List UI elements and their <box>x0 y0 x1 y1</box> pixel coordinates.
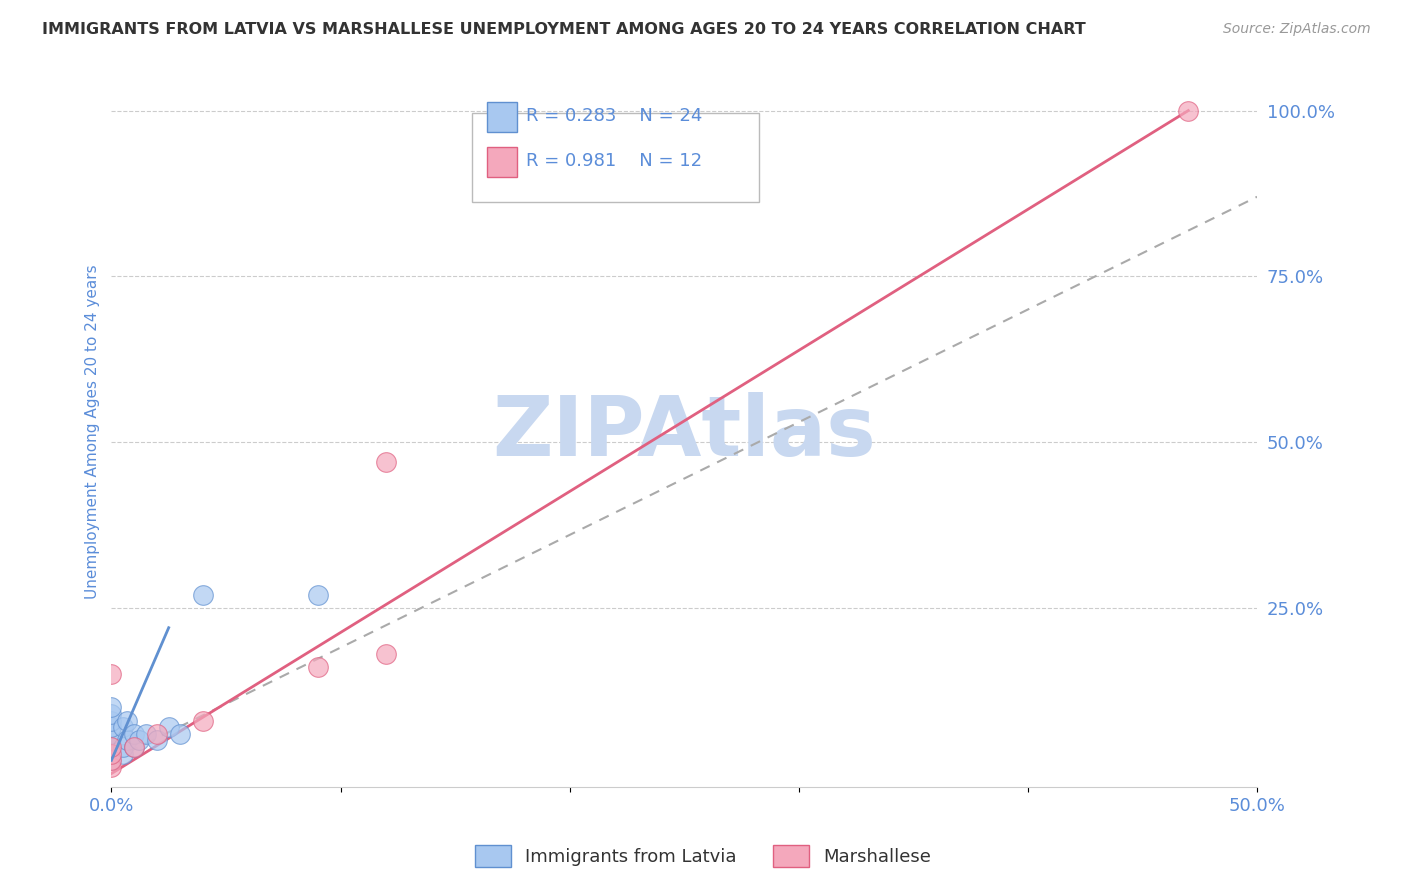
Point <box>135 727 157 741</box>
Point <box>146 727 169 741</box>
Point <box>124 727 146 741</box>
Point <box>124 740 146 755</box>
Point <box>100 740 122 755</box>
Point <box>100 706 122 721</box>
Point <box>100 747 122 761</box>
FancyBboxPatch shape <box>486 147 517 177</box>
Point <box>100 727 122 741</box>
Point <box>100 720 122 734</box>
Point <box>375 647 398 661</box>
Point <box>146 733 169 747</box>
Y-axis label: Unemployment Among Ages 20 to 24 years: Unemployment Among Ages 20 to 24 years <box>86 265 100 599</box>
Text: Source: ZipAtlas.com: Source: ZipAtlas.com <box>1223 22 1371 37</box>
Point <box>100 733 122 747</box>
Point <box>111 740 134 755</box>
Point <box>100 667 122 681</box>
Point <box>169 727 191 741</box>
Point <box>100 747 122 761</box>
FancyBboxPatch shape <box>486 103 517 132</box>
Point <box>117 714 139 728</box>
Point <box>111 747 134 761</box>
Point <box>100 700 122 714</box>
Point <box>100 753 122 767</box>
Point <box>124 740 146 755</box>
FancyBboxPatch shape <box>472 113 759 202</box>
Point <box>1177 103 1199 118</box>
Point <box>100 714 122 728</box>
Point <box>191 588 214 602</box>
Text: R = 0.981    N = 12: R = 0.981 N = 12 <box>526 153 702 170</box>
Legend: Immigrants from Latvia, Marshallese: Immigrants from Latvia, Marshallese <box>467 838 939 874</box>
Point <box>128 733 150 747</box>
Text: IMMIGRANTS FROM LATVIA VS MARSHALLESE UNEMPLOYMENT AMONG AGES 20 TO 24 YEARS COR: IMMIGRANTS FROM LATVIA VS MARSHALLESE UN… <box>42 22 1085 37</box>
Point <box>117 733 139 747</box>
Point <box>307 588 329 602</box>
Point <box>100 753 122 767</box>
Point <box>100 760 122 774</box>
Point <box>100 740 122 755</box>
Text: ZIPAtlas: ZIPAtlas <box>492 392 876 473</box>
Point <box>191 714 214 728</box>
Point <box>111 720 134 734</box>
Point <box>375 455 398 469</box>
Text: R = 0.283    N = 24: R = 0.283 N = 24 <box>526 107 703 126</box>
Point <box>307 660 329 674</box>
Point <box>100 747 122 761</box>
Point <box>157 720 180 734</box>
